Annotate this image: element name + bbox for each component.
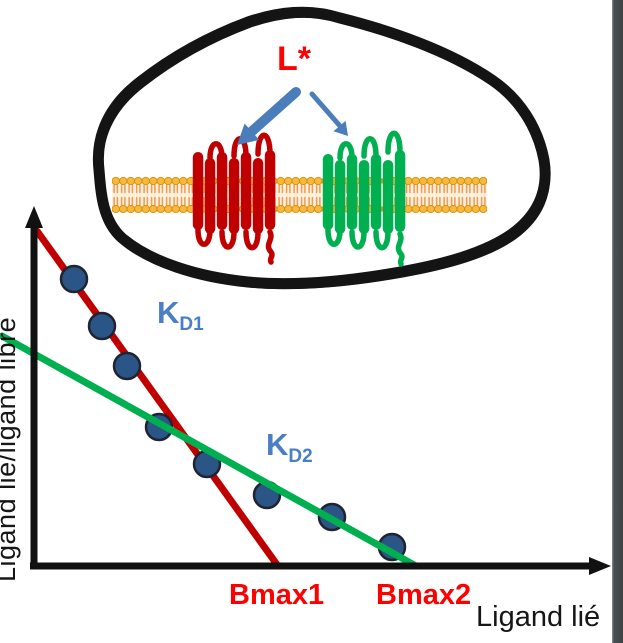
scatter-points xyxy=(59,264,407,562)
kd2-main: K xyxy=(266,427,289,462)
kd2-label: KD2 xyxy=(266,429,313,466)
bmax2-label: Bmax2 xyxy=(376,579,472,611)
kd1-subscript: D1 xyxy=(179,314,204,336)
cell-outline xyxy=(92,6,551,290)
green-fit-line xyxy=(0,332,420,570)
data-point xyxy=(87,311,117,341)
kd1-main: K xyxy=(157,295,180,330)
x-axis-label: Ligand lié xyxy=(476,601,601,633)
ligand-arrow-thick xyxy=(237,87,301,145)
y-axis xyxy=(25,206,43,568)
ligand-star-label: L* xyxy=(277,40,311,78)
y-axis-label: Ligand lié/ligand libre xyxy=(0,316,21,582)
lipid-bilayer-membrane xyxy=(112,176,487,214)
slide-edge-bar xyxy=(612,0,623,643)
data-point xyxy=(59,264,89,294)
ligand-arrow-thin xyxy=(309,91,348,136)
x-axis xyxy=(30,557,611,575)
bmax1-label: Bmax1 xyxy=(229,579,325,611)
data-point xyxy=(112,351,142,381)
receptor-green xyxy=(322,130,406,267)
kd2-subscript: D2 xyxy=(288,446,313,468)
receptor-red xyxy=(192,132,276,265)
kd1-label: KD1 xyxy=(157,297,204,334)
